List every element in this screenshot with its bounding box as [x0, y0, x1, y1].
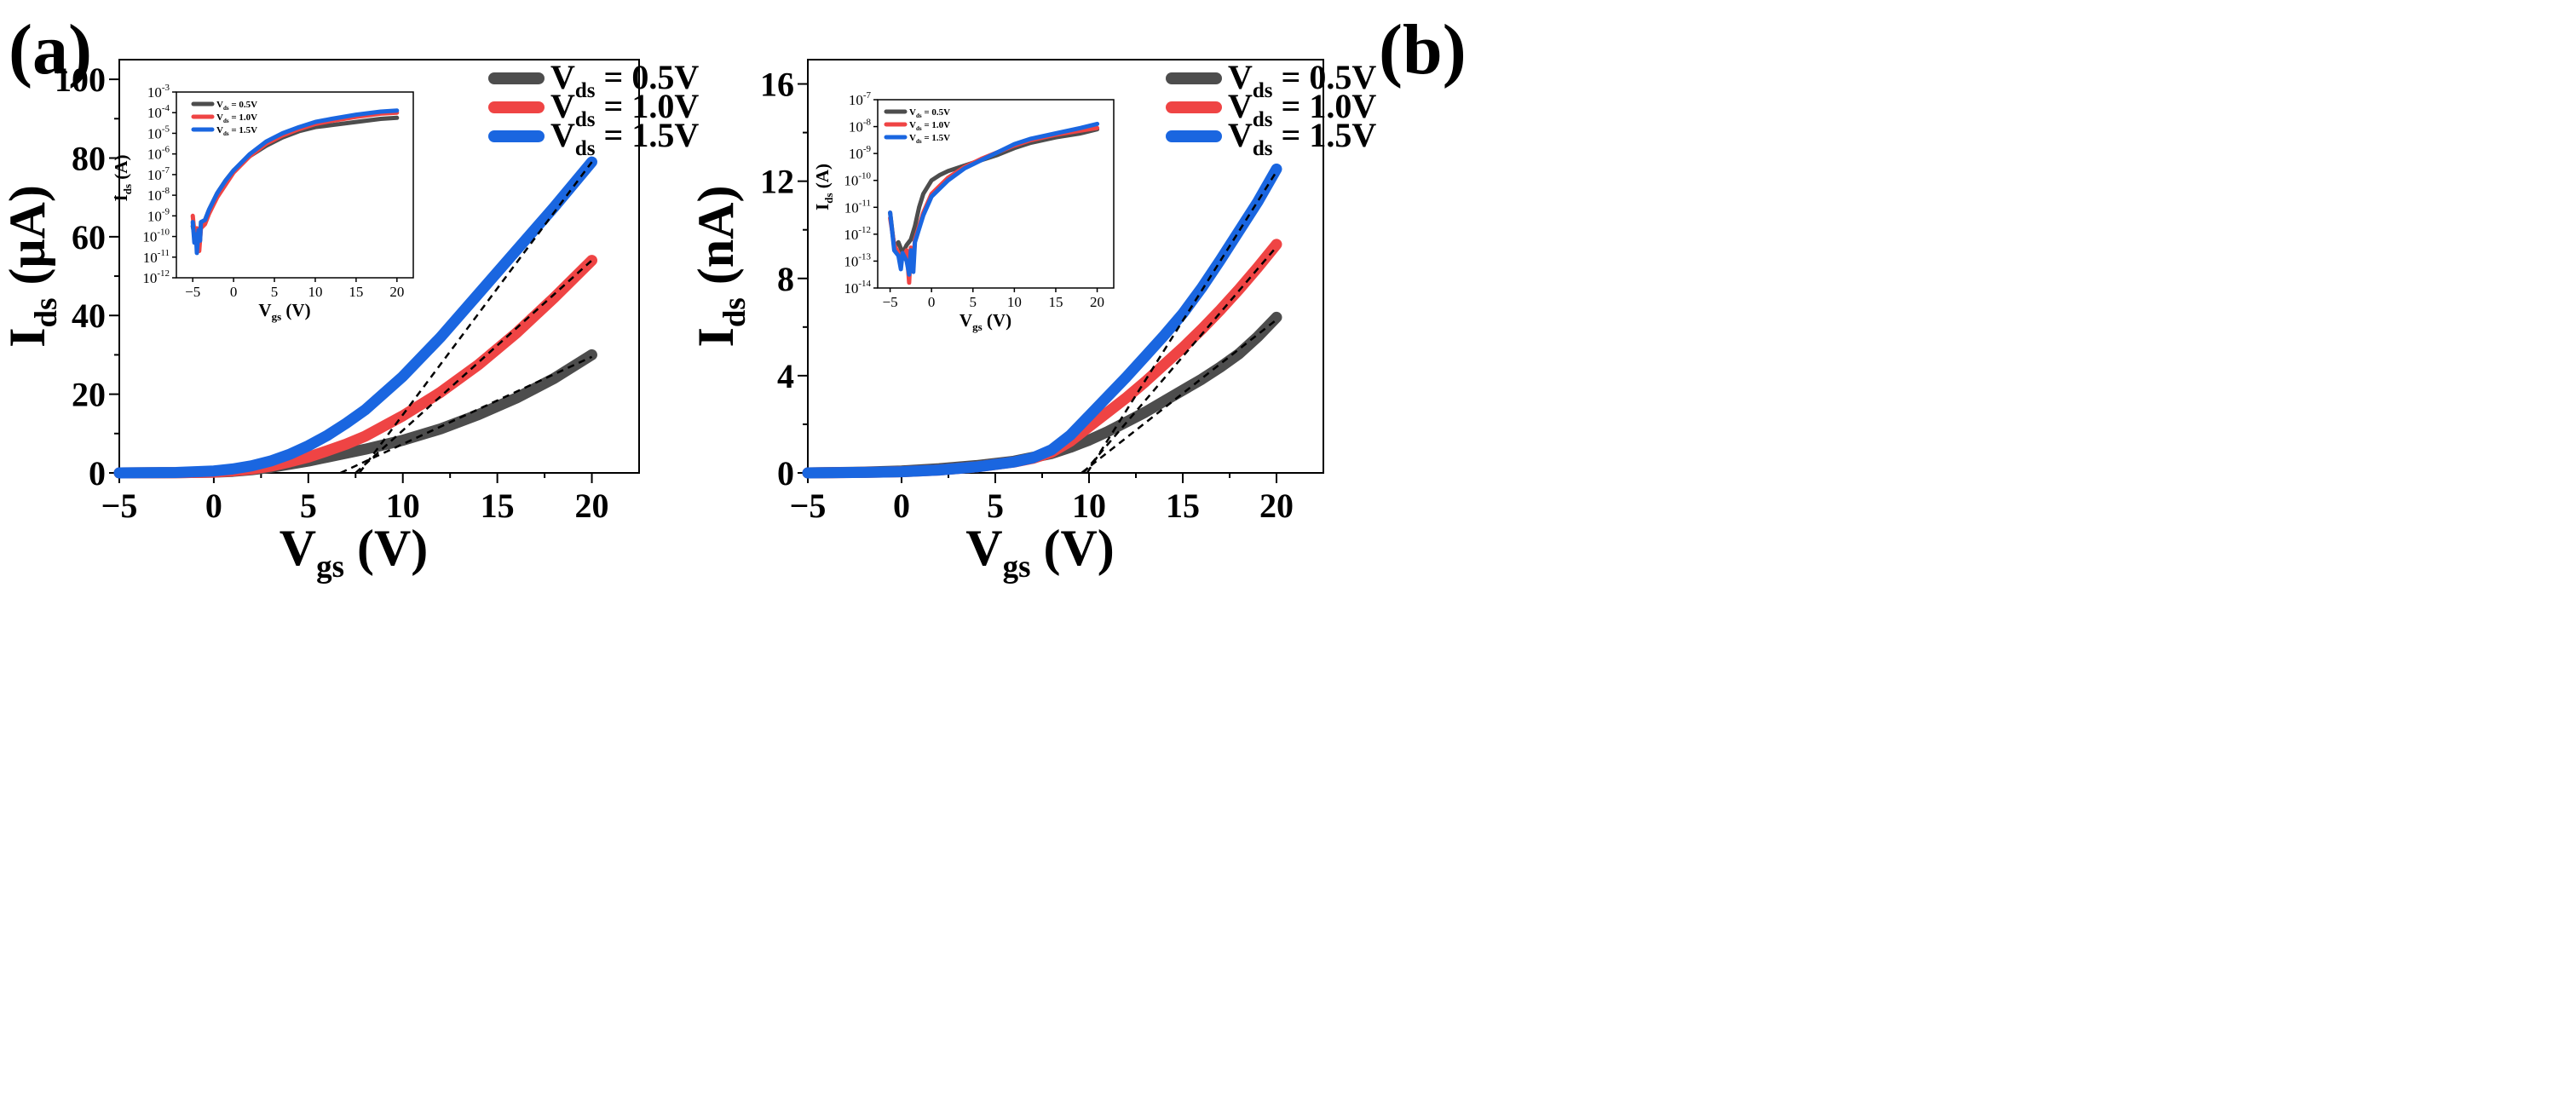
inset-legend-label: Vds = 1.5V: [216, 125, 257, 137]
y-tick-label: 0: [777, 454, 794, 493]
inset-x-tick-label: −5: [185, 284, 200, 300]
inset-legend-label: Vds = 0.5V: [216, 100, 257, 112]
inset-y-tick-label: 10-7: [849, 90, 872, 108]
inset-chart: −5 0 5 10 15 20 10-12 10-11 10-10 10-9 10-8 10-7 10-…: [111, 83, 414, 323]
legend-label: Vds = 1.0V: [1228, 87, 1376, 131]
y-tick-label: 8: [777, 260, 794, 298]
fit-line: [358, 161, 593, 474]
inset-legend-label: Vds = 1.0V: [909, 120, 950, 132]
inset-y-tick-label: 10-5: [147, 124, 170, 141]
inset-y-tick-label: 10-12: [844, 225, 871, 243]
x-tick-label: 5: [300, 487, 317, 525]
x-tick-label: 0: [893, 487, 910, 525]
fit-line: [340, 355, 593, 475]
y-tick-label: 100: [55, 60, 106, 99]
inset-legend-label: Vds = 1.5V: [909, 133, 950, 145]
inset-y-tick-label: 10-6: [147, 145, 170, 163]
panel-label: (a): [9, 10, 92, 89]
inset-y-tick-label: 10-10: [142, 228, 170, 245]
x-tick-label: 10: [386, 487, 420, 525]
y-tick-label: 80: [72, 139, 106, 177]
inset-x-tick-label: 10: [308, 284, 322, 300]
series-line: [113, 156, 597, 479]
inset-y-axis-label: Ids (A): [111, 155, 134, 202]
legend-label: Vds = 1.5V: [1228, 116, 1376, 160]
y-axis-label: Ids (nA): [688, 185, 752, 347]
inset-x-tick-label: 20: [389, 284, 404, 300]
inset-x-tick-label: 10: [1007, 294, 1022, 310]
y-tick-label: 12: [760, 163, 794, 201]
inset-x-axis-label: Vgs (V): [960, 310, 1011, 333]
inset-series-line: [190, 108, 400, 256]
inset-chart: −5 0 5 10 15 20 10-14 10-13 10-12 10-11 10-10 10-9 1…: [812, 90, 1115, 333]
inset-y-tick-label: 10-13: [844, 251, 871, 269]
inset-y-tick-label: 10-12: [142, 268, 170, 286]
plot-frame: [807, 59, 1324, 474]
inset-frame: [176, 91, 414, 279]
inset-y-tick-label: 10-11: [844, 198, 871, 216]
x-tick-label: −5: [790, 487, 827, 525]
y-axis-label: Ids (μA): [0, 185, 64, 348]
x-tick-label: 20: [575, 487, 609, 525]
inset-y-axis-label: Ids (A): [812, 164, 835, 210]
inset-x-tick-label: 5: [970, 294, 977, 310]
y-tick-label: 60: [72, 218, 106, 256]
panel-label: (b): [1379, 10, 1467, 89]
inset-legend-label: Vds = 0.5V: [909, 107, 950, 119]
fit-line: [1082, 245, 1277, 474]
x-tick-label: 15: [481, 487, 515, 525]
inset-y-tick-label: 10-9: [849, 144, 872, 162]
inset-legend-label: Vds = 1.0V: [216, 112, 257, 124]
inset-y-tick-label: 10-10: [844, 171, 871, 189]
x-tick-label: 15: [1166, 487, 1200, 525]
y-tick-label: 40: [72, 297, 106, 335]
legend-label: Vds = 0.5V: [550, 58, 699, 102]
y-tick-label: 20: [72, 376, 106, 414]
inset-y-tick-label: 10-3: [147, 83, 170, 101]
y-tick-label: 16: [760, 66, 794, 104]
x-tick-label: 5: [987, 487, 1004, 525]
inset-y-tick-label: 10-8: [147, 186, 170, 204]
inset-x-tick-label: 0: [230, 284, 238, 300]
inset-x-tick-label: −5: [883, 294, 898, 310]
fit-line: [1081, 319, 1277, 474]
x-axis-label: Vgs (V): [279, 520, 429, 585]
fit-line: [354, 259, 593, 474]
inset-y-tick-label: 10-11: [143, 248, 170, 266]
inset-y-tick-label: 10-9: [147, 206, 170, 224]
legend-label: Vds = 1.0V: [550, 87, 699, 131]
inset-series-line: [888, 121, 1100, 277]
x-tick-label: −5: [101, 487, 138, 525]
inset-x-tick-label: 5: [271, 284, 279, 300]
y-tick-label: 0: [89, 454, 106, 493]
x-tick-label: 20: [1259, 487, 1294, 525]
inset-y-tick-label: 10-8: [849, 118, 872, 135]
plot-frame: [118, 59, 640, 474]
inset-y-tick-label: 10-7: [147, 165, 170, 183]
y-tick-label: 4: [777, 357, 794, 395]
inset-x-tick-label: 0: [928, 294, 936, 310]
legend-label: Vds = 0.5V: [1228, 58, 1376, 102]
x-tick-label: 10: [1072, 487, 1106, 525]
x-axis-label: Vgs (V): [965, 520, 1115, 585]
inset-x-axis-label: Vgs (V): [258, 300, 310, 323]
inset-x-tick-label: 15: [1048, 294, 1063, 310]
inset-y-tick-label: 10-4: [147, 103, 170, 121]
legend-label: Vds = 1.5V: [550, 116, 699, 160]
inset-x-tick-label: 15: [349, 284, 363, 300]
x-tick-label: 0: [205, 487, 222, 525]
inset-y-tick-label: 10-14: [844, 279, 871, 297]
inset-x-tick-label: 20: [1090, 294, 1104, 310]
